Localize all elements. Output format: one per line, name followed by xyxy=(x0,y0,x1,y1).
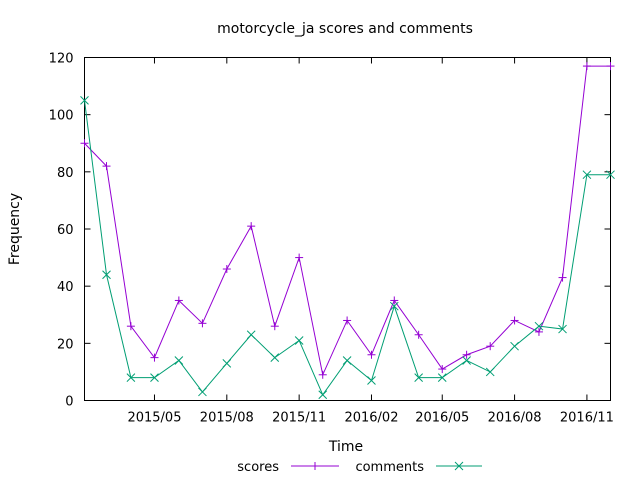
y-tick-label: 0 xyxy=(65,395,73,410)
series-scores-point xyxy=(222,265,231,274)
x-tick-label: 2016/05 xyxy=(415,411,469,426)
series-scores-point xyxy=(486,342,495,351)
series-scores-point xyxy=(367,350,376,359)
series-scores-point xyxy=(606,62,615,71)
legend-label: scores xyxy=(237,460,279,475)
series-scores-point xyxy=(558,273,567,282)
series-scores-point xyxy=(534,327,543,336)
series-comments-line xyxy=(84,100,611,396)
series-comments-point xyxy=(102,270,111,280)
x-tick-label: 2016/08 xyxy=(488,411,542,426)
series-scores-point xyxy=(247,222,256,231)
series-scores-point xyxy=(126,322,135,331)
series-comments-point xyxy=(198,387,207,397)
series-comments-point xyxy=(606,170,615,180)
series-comments-point xyxy=(414,373,424,382)
series-comments-point xyxy=(389,301,399,311)
legend-item-comments: comments xyxy=(355,460,482,475)
series-scores-point xyxy=(582,62,591,71)
y-axis-title: Frequency xyxy=(7,193,23,265)
series-comments-point xyxy=(222,358,232,368)
series-scores-point xyxy=(80,139,89,148)
series-scores-point xyxy=(343,316,352,325)
legend-label: comments xyxy=(355,460,424,475)
series-scores-point xyxy=(198,319,207,328)
series-comments-point xyxy=(437,373,447,382)
series-comments-point xyxy=(558,324,567,334)
series-comments-point xyxy=(80,96,89,105)
series-comments xyxy=(80,96,615,400)
series-comments-point xyxy=(294,336,304,345)
legend: scores comments xyxy=(237,460,482,475)
x-axis: 2015/05 2015/08 2015/11 2016/02 2016/05 2016/… xyxy=(127,57,614,426)
legend-marker xyxy=(454,461,464,471)
x-tick-label: 2015/08 xyxy=(200,411,254,426)
series-comments-point xyxy=(246,330,256,340)
y-tick-label: 100 xyxy=(49,109,74,124)
series-scores-point xyxy=(462,350,471,359)
series-scores-point xyxy=(438,365,447,374)
x-axis-title: Time xyxy=(328,439,363,455)
y-tick-label: 40 xyxy=(57,280,74,295)
series-comments-point xyxy=(485,367,495,377)
legend-item-scores: scores xyxy=(237,460,339,475)
series-scores-point xyxy=(102,162,111,171)
series-comments-point xyxy=(367,376,376,385)
series-comments-point xyxy=(510,341,519,351)
y-tick-label: 80 xyxy=(57,166,74,181)
series-scores-point xyxy=(318,370,327,379)
legend-marker xyxy=(311,462,319,470)
y-tick-label: 120 xyxy=(49,52,74,67)
x-tick-label: 2015/05 xyxy=(127,411,181,426)
x-tick-label: 2016/02 xyxy=(344,411,398,426)
series-comments-point xyxy=(318,390,328,400)
series-scores-line xyxy=(84,65,611,377)
chart-title: motorcycle_ja scores and comments xyxy=(217,21,473,37)
x-tick-label: 2015/11 xyxy=(272,411,326,426)
y-axis: 0 20 40 60 80 100 120 xyxy=(49,52,611,410)
series-comments-point xyxy=(150,373,159,382)
series-scores-point xyxy=(390,296,399,305)
series-scores-point xyxy=(270,322,279,331)
series-layer xyxy=(80,62,615,400)
series-comments-point xyxy=(534,321,544,331)
series-comments-point xyxy=(342,356,352,365)
series-comments-point xyxy=(270,353,280,362)
series-comments-point xyxy=(462,356,471,365)
y-tick-label: 20 xyxy=(57,337,74,352)
plot-frame xyxy=(84,57,611,401)
series-scores-point xyxy=(174,296,183,305)
series-scores-point xyxy=(414,330,423,339)
series-scores xyxy=(80,62,615,379)
series-scores-point xyxy=(295,253,304,262)
series-comments-point xyxy=(126,373,136,382)
series-scores-point xyxy=(150,353,159,362)
series-scores-point xyxy=(510,316,519,325)
y-tick-label: 60 xyxy=(57,223,74,238)
series-comments-point xyxy=(582,170,592,180)
series-comments-point xyxy=(174,356,184,365)
x-tick-label: 2016/11 xyxy=(560,411,614,426)
